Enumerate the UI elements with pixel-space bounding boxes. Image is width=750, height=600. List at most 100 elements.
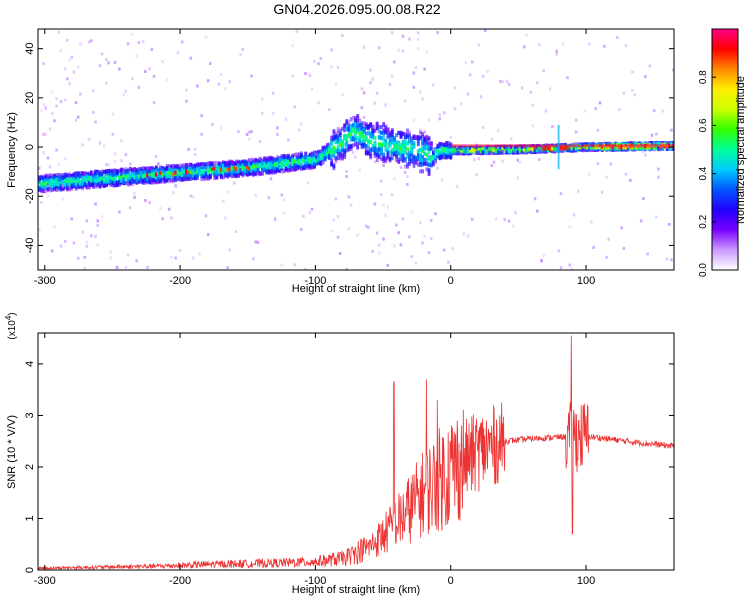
heatmap-cell: [222, 160, 225, 165]
heatmap-cell: [341, 139, 344, 144]
heatmap-cell: [235, 174, 238, 179]
heatmap-cell: [51, 179, 54, 184]
heatmap-cell: [61, 197, 65, 201]
heatmap-cell: [241, 163, 245, 168]
heatmap-cell: [419, 163, 422, 168]
heatmap-cell: [46, 194, 50, 198]
heatmap-cell: [423, 136, 427, 141]
heatmap-cell: [453, 147, 457, 152]
y-tick-label: 0: [24, 144, 36, 150]
heatmap-cell: [42, 103, 45, 106]
heatmap-cell: [388, 130, 392, 135]
heatmap-cell: [215, 167, 219, 172]
heatmap-cell: [369, 140, 373, 144]
heatmap-cell: [397, 130, 401, 135]
heatmap-cell: [81, 177, 85, 182]
heatmap-cell: [105, 177, 108, 182]
heatmap-cell: [421, 141, 424, 146]
heatmap-cell: [390, 151, 394, 156]
heatmap-cell: [427, 251, 431, 254]
heatmap-cell: [618, 108, 621, 111]
heatmap-cell: [196, 84, 199, 88]
heatmap-cell: [455, 185, 459, 188]
colorbar: 0.00.20.40.60.8 Normalized spectral ampl…: [698, 28, 747, 277]
heatmap-cell: [384, 141, 388, 146]
heatmap-cell: [507, 82, 511, 86]
heatmap-cell: [96, 243, 99, 247]
heatmap-cell: [523, 150, 526, 155]
heatmap-cell: [360, 139, 364, 144]
heatmap-cell: [371, 146, 375, 151]
heatmap-cell: [111, 183, 115, 188]
heatmap-cell: [490, 137, 493, 141]
heatmap-cell: [438, 113, 441, 117]
heatmap-cell: [425, 162, 429, 167]
heatmap-cell: [297, 165, 301, 170]
heatmap-cell: [652, 145, 656, 150]
heatmap-cell: [512, 146, 515, 151]
heatmap-cell: [267, 168, 271, 173]
heatmap-cells: [38, 29, 674, 270]
heatmap-cell: [94, 175, 98, 180]
heatmap-cell: [492, 160, 496, 164]
heatmap-cell: [109, 168, 113, 173]
heatmap-cell: [243, 169, 247, 174]
heatmap-cell: [481, 151, 485, 155]
heatmap-cell: [356, 116, 360, 121]
heatmap-cell: [59, 181, 63, 186]
heatmap-cell: [278, 159, 282, 164]
heatmap-cell: [92, 110, 95, 114]
heatmap-cell: [42, 151, 45, 155]
heatmap-cell: [122, 93, 125, 97]
heatmap-cell: [332, 149, 336, 154]
heatmap-cell: [384, 129, 388, 134]
heatmap-cell: [367, 149, 370, 154]
heatmap-cell: [105, 81, 108, 85]
heatmap-cell: [520, 86, 524, 90]
heatmap-cell: [362, 45, 366, 49]
y-tick-label: 4: [24, 361, 36, 367]
heatmap-cell: [657, 142, 660, 147]
heatmap-cell: [317, 149, 321, 154]
heatmap-cell: [304, 160, 308, 165]
heatmap-cell: [267, 156, 271, 160]
heatmap-cell: [585, 142, 589, 147]
heatmap-cell: [124, 265, 128, 269]
heatmap-cell: [336, 129, 340, 134]
heatmap-cell: [209, 62, 212, 65]
heatmap-cell: [384, 138, 388, 143]
heatmap-cell: [408, 235, 411, 239]
heatmap-cell: [211, 123, 214, 126]
heatmap-cell: [126, 169, 130, 174]
heatmap-cell: [213, 172, 217, 177]
heatmap-cell: [401, 139, 405, 144]
heatmap-cell: [232, 161, 236, 166]
heatmap-cell: [113, 177, 117, 181]
heatmap-cell: [592, 246, 595, 249]
heatmap-cell: [59, 183, 63, 188]
heatmap-cell: [401, 217, 405, 221]
heatmap-cell: [423, 142, 427, 146]
heatmap-cell: [44, 178, 48, 183]
heatmap-cell: [568, 148, 572, 152]
heatmap-cell: [633, 146, 637, 151]
heatmap-cell: [178, 177, 182, 182]
heatmap-cell: [105, 163, 108, 167]
heatmap-cell: [336, 156, 340, 161]
heatmap-cell: [206, 79, 210, 83]
heatmap-cell: [343, 133, 347, 138]
heatmap-cell: [373, 124, 377, 129]
heatmap-cell: [434, 158, 437, 162]
heatmap-cell: [412, 141, 416, 146]
heatmap-cell: [55, 173, 59, 178]
heatmap-cell: [655, 215, 658, 219]
heatmap-cell: [44, 189, 48, 194]
heatmap-cell: [313, 152, 316, 157]
heatmap-cell: [38, 180, 41, 185]
heatmap-cell: [150, 48, 154, 52]
heatmap-cell: [347, 130, 351, 135]
heatmap-cell: [189, 166, 193, 171]
heatmap-cell: [146, 174, 150, 179]
heatmap-cell: [390, 31, 394, 35]
heatmap-cell: [61, 183, 65, 187]
